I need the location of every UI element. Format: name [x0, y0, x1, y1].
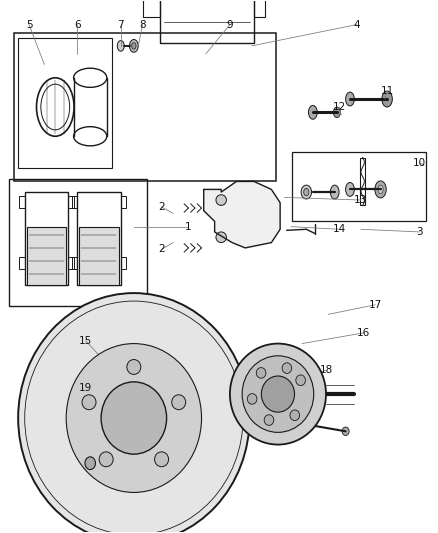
- Text: 1: 1: [185, 222, 192, 232]
- Ellipse shape: [172, 395, 186, 410]
- Bar: [72, 257, 77, 269]
- Ellipse shape: [346, 92, 354, 106]
- Bar: [18, 38, 112, 168]
- Bar: [121, 257, 126, 269]
- Ellipse shape: [308, 106, 317, 119]
- Ellipse shape: [282, 363, 292, 374]
- Ellipse shape: [382, 91, 392, 107]
- Bar: [68, 196, 74, 208]
- Ellipse shape: [101, 382, 166, 454]
- Polygon shape: [204, 181, 280, 248]
- Ellipse shape: [330, 185, 339, 199]
- Ellipse shape: [375, 181, 386, 198]
- Bar: [10, 179, 147, 306]
- Ellipse shape: [346, 182, 354, 196]
- Text: 14: 14: [332, 224, 346, 235]
- Text: 17: 17: [369, 300, 382, 310]
- Bar: [68, 257, 74, 269]
- Ellipse shape: [378, 185, 383, 193]
- Text: 2: 2: [158, 202, 165, 212]
- Bar: [72, 196, 77, 208]
- Ellipse shape: [242, 356, 314, 432]
- Bar: [19, 257, 25, 269]
- Text: 9: 9: [226, 20, 233, 30]
- Ellipse shape: [85, 457, 95, 470]
- Ellipse shape: [256, 368, 266, 378]
- Ellipse shape: [127, 360, 141, 374]
- Text: 6: 6: [74, 20, 81, 30]
- Bar: [27, 227, 66, 285]
- Ellipse shape: [301, 185, 311, 199]
- Ellipse shape: [264, 415, 274, 425]
- Bar: [254, 0, 265, 17]
- Bar: [292, 152, 426, 221]
- Ellipse shape: [261, 376, 294, 412]
- Text: 16: 16: [357, 328, 370, 338]
- Text: 3: 3: [417, 227, 423, 237]
- Ellipse shape: [333, 107, 340, 118]
- Text: 5: 5: [26, 20, 32, 30]
- Text: 4: 4: [353, 20, 360, 30]
- Ellipse shape: [296, 375, 305, 385]
- Ellipse shape: [155, 452, 169, 467]
- Bar: [360, 158, 365, 205]
- Text: 12: 12: [332, 102, 346, 112]
- Ellipse shape: [247, 393, 257, 404]
- Ellipse shape: [99, 452, 113, 467]
- Text: 11: 11: [381, 86, 394, 96]
- Text: 19: 19: [78, 383, 92, 393]
- Ellipse shape: [66, 344, 201, 492]
- Bar: [79, 227, 119, 285]
- Ellipse shape: [18, 293, 250, 533]
- Ellipse shape: [290, 410, 300, 421]
- Bar: [25, 192, 68, 285]
- Ellipse shape: [132, 43, 136, 49]
- Bar: [19, 196, 25, 208]
- Text: 8: 8: [139, 20, 146, 30]
- Ellipse shape: [216, 232, 226, 243]
- Text: 18: 18: [319, 365, 332, 375]
- Text: 7: 7: [117, 20, 124, 30]
- Bar: [121, 196, 126, 208]
- Bar: [14, 33, 276, 181]
- Text: 10: 10: [413, 158, 427, 168]
- Bar: [143, 0, 160, 17]
- Bar: [160, 0, 254, 43]
- Ellipse shape: [216, 195, 226, 205]
- Text: 13: 13: [354, 195, 367, 205]
- Ellipse shape: [304, 188, 309, 196]
- Ellipse shape: [117, 41, 124, 51]
- Ellipse shape: [342, 427, 349, 435]
- Ellipse shape: [130, 39, 138, 52]
- Ellipse shape: [82, 395, 96, 410]
- Bar: [77, 192, 121, 285]
- Text: 15: 15: [79, 336, 92, 346]
- Text: 2: 2: [158, 245, 165, 254]
- Ellipse shape: [230, 344, 326, 445]
